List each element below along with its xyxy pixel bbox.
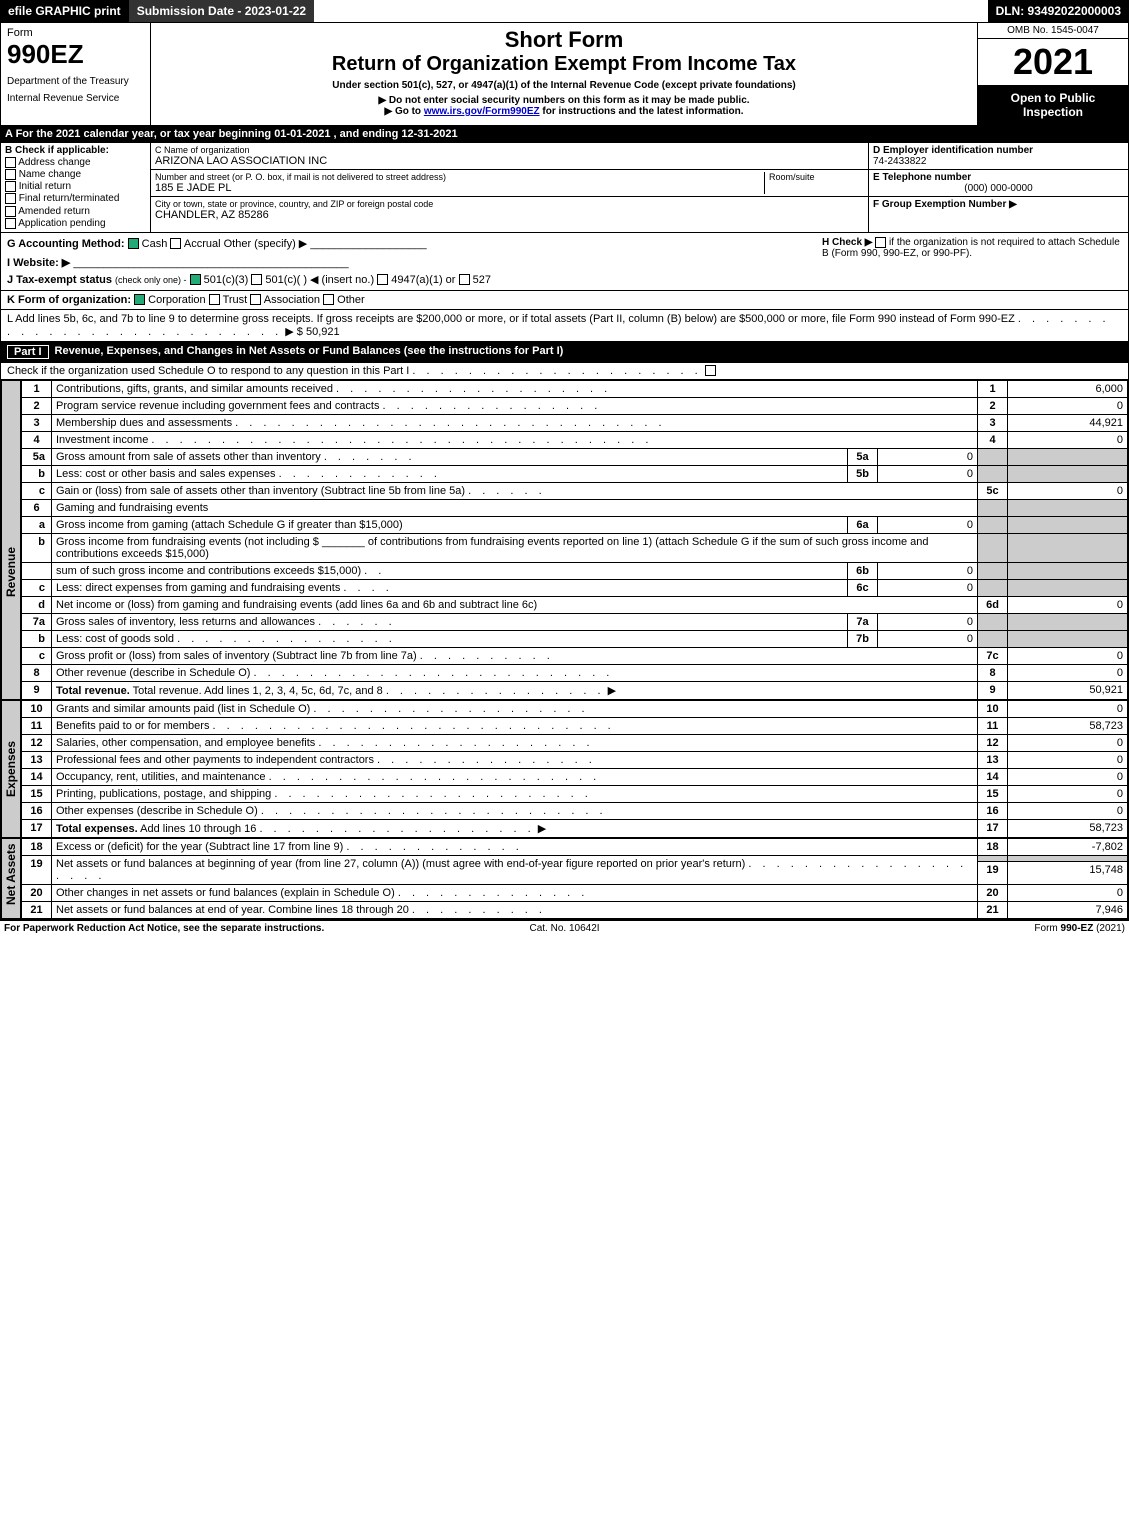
cb-501c[interactable] [251,274,262,285]
org-name: ARIZONA LAO ASSOCIATION INC [155,155,864,167]
c-city-label: City or town, state or province, country… [155,199,864,209]
vtab-expenses: Expenses [1,700,21,838]
goto-link-line: ▶ Go to www.irs.gov/Form990EZ for instru… [155,106,973,117]
cb-name-change[interactable] [5,169,16,180]
cb-schedule-b[interactable] [875,237,886,248]
form-label: Form [7,27,144,39]
title-return: Return of Organization Exempt From Incom… [155,53,973,76]
section-i: I Website: ▶ ___________________________… [7,256,822,269]
section-j: J Tax-exempt status (check only one) - 5… [7,273,822,286]
form-title-box: Short Form Return of Organization Exempt… [151,23,978,125]
title-short-form: Short Form [155,27,973,53]
room-label: Room/suite [769,172,864,182]
cb-501c3[interactable] [190,274,201,285]
revenue-table: 1Contributions, gifts, grants, and simil… [21,380,1128,700]
form-meta-box: OMB No. 1545-0047 2021 Open to Public In… [978,23,1128,125]
paperwork-notice: For Paperwork Reduction Act Notice, see … [4,923,378,934]
section-a: A For the 2021 calendar year, or tax yea… [0,126,1129,143]
irs-link[interactable]: www.irs.gov/Form990EZ [424,106,540,117]
f-label: F Group Exemption Number ▶ [873,199,1017,210]
subtitle-section: Under section 501(c), 527, or 4947(a)(1)… [155,80,973,91]
part-1-header: Part I Revenue, Expenses, and Changes in… [0,342,1129,363]
cb-final-return[interactable] [5,193,16,204]
net-assets-table: 18Excess or (deficit) for the year (Subt… [21,838,1128,919]
e-label: E Telephone number [873,172,971,183]
cb-amended-return[interactable] [5,206,16,217]
section-h: H Check ▶ if the organization is not req… [822,237,1122,286]
cb-initial-return[interactable] [5,181,16,192]
submission-date: Submission Date - 2023-01-22 [129,0,314,22]
cb-527[interactable] [459,274,470,285]
form-number: 990EZ [7,39,144,70]
dept-treasury: Department of the Treasury [7,76,144,87]
org-city: CHANDLER, AZ 85286 [155,209,864,221]
cb-cash[interactable] [128,238,139,249]
ein: 74-2433822 [873,156,926,167]
d-label: D Employer identification number [873,145,1033,156]
cb-4947[interactable] [377,274,388,285]
gross-receipts: ▶ $ 50,921 [285,326,339,338]
cb-other[interactable] [323,294,334,305]
efile-print-button[interactable]: efile GRAPHIC print [0,0,129,22]
expenses-table: 10Grants and similar amounts paid (list … [21,700,1128,838]
cb-corporation[interactable] [134,294,145,305]
section-l: L Add lines 5b, 6c, and 7b to line 9 to … [0,310,1129,342]
cb-trust[interactable] [209,294,220,305]
cb-accrual[interactable] [170,238,181,249]
form-identifier-box: Form 990EZ Department of the Treasury In… [1,23,151,125]
vtab-net-assets: Net Assets [1,838,21,919]
tax-year: 2021 [978,39,1128,85]
section-k: K Form of organization: Corporation Trus… [0,291,1129,310]
vtab-revenue: Revenue [1,380,21,700]
phone: (000) 000-0000 [873,183,1124,194]
cb-address-change[interactable] [5,157,16,168]
section-def: D Employer identification number 74-2433… [868,143,1128,232]
b-label: B Check if applicable: [5,145,109,156]
warning-ssn: ▶ Do not enter social security numbers o… [155,95,973,106]
org-address: 185 E JADE PL [155,182,764,194]
catalog-number: Cat. No. 10642I [378,923,752,934]
dept-irs: Internal Revenue Service [7,93,144,104]
c-addr-label: Number and street (or P. O. box, if mail… [155,172,764,182]
open-to-public: Open to Public Inspection [978,85,1128,125]
section-g: G Accounting Method: Cash Accrual Other … [7,237,822,250]
dln: DLN: 93492022000003 [988,0,1129,22]
section-c: C Name of organization ARIZONA LAO ASSOC… [151,143,868,232]
cb-association[interactable] [250,294,261,305]
footer: For Paperwork Reduction Act Notice, see … [0,920,1129,936]
cb-schedule-o[interactable] [705,365,716,376]
c-name-label: C Name of organization [155,145,864,155]
form-version: Form 990-EZ (2021) [751,923,1125,934]
omb-number: OMB No. 1545-0047 [978,23,1128,39]
section-b: B Check if applicable: Address change Na… [1,143,151,232]
cb-application-pending[interactable] [5,218,16,229]
part-1-subcheck: Check if the organization used Schedule … [0,363,1129,380]
